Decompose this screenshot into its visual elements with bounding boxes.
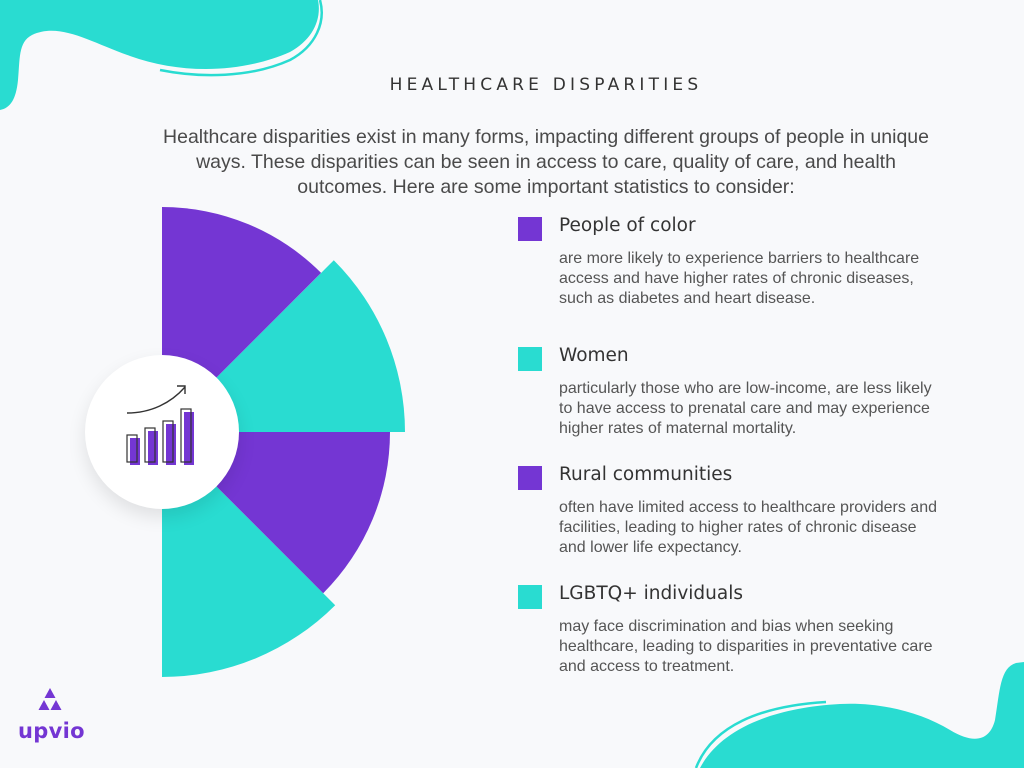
decorative-blob-top-left xyxy=(0,0,323,110)
center-icon-circle xyxy=(85,355,239,509)
purple-swatch-icon xyxy=(518,466,542,490)
purple-swatch-icon xyxy=(518,217,542,241)
item-title: Rural communities xyxy=(559,464,733,485)
item-title: LGBTQ+ individuals xyxy=(559,583,743,604)
triangles-logo-icon xyxy=(38,688,62,710)
teal-swatch-icon xyxy=(518,347,542,371)
intro-paragraph: Healthcare disparities exist in many for… xyxy=(163,125,929,198)
item-description: may face discrimination and bias when se… xyxy=(559,618,933,675)
upvio-logo: upvio xyxy=(18,688,85,743)
teal-swatch-icon xyxy=(518,585,542,609)
logo-text: upvio xyxy=(18,719,85,743)
page-title: HEALTHCARE DISPARITIES xyxy=(389,75,703,96)
fan-diagram xyxy=(162,207,405,677)
item-description: are more likely to experience barriers t… xyxy=(559,250,920,307)
item-description: particularly those who are low-income, a… xyxy=(559,380,932,437)
item-title: People of color xyxy=(559,215,696,236)
growth-chart-icon xyxy=(126,385,194,465)
item-description: often have limited access to healthcare … xyxy=(559,499,937,556)
item-title: Women xyxy=(559,345,629,366)
